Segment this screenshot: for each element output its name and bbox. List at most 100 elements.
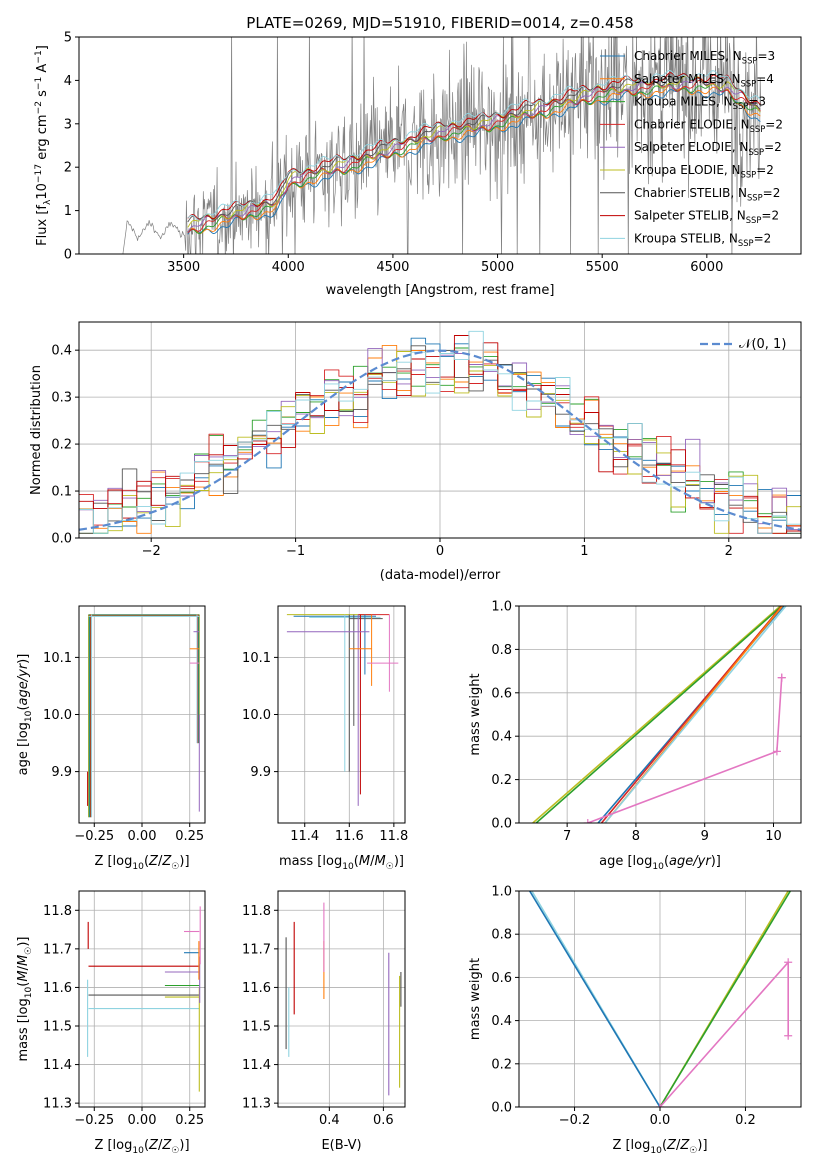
agemass-ytick-label: 9.9: [250, 765, 271, 780]
agez-axes: −0.25 0.00 0.25 9.9 10.0 10.1 Z [log10(Z/Z☉)] a…: [16, 605, 206, 872]
agez-ytick-label: 10.1: [43, 651, 72, 666]
agemass-xtick-label: 11.8: [379, 829, 408, 844]
cumage-marker: [777, 673, 786, 682]
agez-ylabel: age [log10(age/yr)]: [16, 654, 34, 776]
spectrum-ylabel: Flux [fλ10−17 erg cm−2 s−1 A−1]: [34, 45, 53, 246]
residuals-ytick-label: 0.3: [51, 391, 72, 406]
residuals-ylabel: Normed distribution: [29, 365, 44, 495]
massebv-ytick-label: 11.4: [242, 1058, 271, 1073]
massz-ytick-label: 11.8: [43, 904, 72, 919]
massebv-ytick-label: 11.3: [242, 1097, 271, 1112]
cumz-ytick-label: 0.6: [491, 971, 512, 986]
spectrum-ytick-label: 1: [64, 204, 72, 219]
agez-xtick-label: 0.00: [128, 829, 157, 844]
agez-ytick-label: 9.9: [51, 765, 72, 780]
cumage-ytick-label: 0.6: [491, 686, 512, 701]
spectrum-xtick-label: 4000: [272, 260, 305, 275]
cumage-line: [604, 606, 787, 823]
cumage-ytick-label: 0.0: [491, 817, 512, 832]
legend-item-7: Salpeter STELIB, NSSP=2: [634, 209, 779, 226]
massz-ytick-label: 11.3: [43, 1097, 72, 1112]
spectrum-frame: [78, 36, 802, 255]
cumz-line: [659, 961, 790, 1107]
legend-item-5: Kroupa ELODIE, NSSP=2: [634, 163, 774, 180]
spectrum-xtick-label: 6000: [690, 260, 723, 275]
massz-ytick-label: 11.7: [43, 942, 72, 957]
cumage-ylabel: mass weight: [468, 673, 483, 755]
legend-item-4: Salpeter ELODIE, NSSP=2: [634, 140, 782, 157]
cumage-axes: 7 8 9 10 0.0 0.2 0.4 0.6 0.8 1.0 age [log10(age/yr…: [468, 600, 802, 872]
cumz-xlabel: Z [log10(Z/Z☉)]: [612, 1138, 707, 1156]
spectrum-axes: 3500 4000 4500 5000 5500 6000 0 1 2 3 4 5 wavelength…: [34, 31, 802, 298]
residuals-xlabel: (data-model)/error: [380, 568, 501, 583]
massz-ytick-label: 11.6: [43, 981, 72, 996]
cumage-ytick-label: 0.2: [491, 773, 512, 788]
cumage-xtick-label: 10: [765, 829, 782, 844]
agez-xlabel: Z [log10(Z/Z☉)]: [94, 854, 189, 872]
massz-plot-area: [87, 906, 201, 1092]
cumage-frame: [518, 605, 802, 824]
cumz-marker: [656, 1103, 664, 1107]
cumage-xlabel: age [log10(age/yr)]: [599, 854, 721, 872]
agemass-xtick-label: 11.6: [335, 829, 364, 844]
massebv-ytick-label: 11.6: [242, 981, 271, 996]
spectrum-xtick-label: 3500: [167, 260, 200, 275]
residuals-xtick-label: −1: [286, 544, 305, 559]
legend-item-2: Kroupa MILES, NSSP=3: [634, 95, 766, 112]
massz-xtick-label: 0.25: [175, 1113, 204, 1128]
cumz-marker: [784, 958, 793, 967]
cumz-axes: −0.2 0.0 0.2 0.0 0.2 0.4 0.6 0.8 1.0 Z [log10(Z/Z…: [468, 885, 802, 1156]
spectrum-model-line: [187, 73, 761, 223]
cumage-xtick-label: 8: [632, 829, 640, 844]
massebv-plot-area: [285, 902, 402, 1096]
cumz-plot-area: [529, 891, 793, 1107]
legend-item-8: Kroupa STELIB, NSSP=2: [634, 231, 771, 248]
spectrum-data-line: [122, 37, 762, 254]
massz-axes: −0.25 0.00 0.25 11.3 11.4 11.5 11.6 11.7 11.8 Z […: [16, 890, 206, 1156]
cumage-plot-area: [532, 606, 787, 823]
cumage-xtick-label: 7: [563, 829, 571, 844]
spectrum-ytick-label: 3: [64, 117, 72, 132]
massz-ytick-label: 11.4: [43, 1058, 72, 1073]
spectrum-ytick-label: 0: [64, 248, 72, 263]
residuals-xtick-label: 1: [580, 544, 588, 559]
spectrum-xtick-label: 4500: [376, 260, 409, 275]
residuals-ytick-label: 0.0: [51, 532, 72, 547]
massebv-ytick-label: 11.7: [242, 942, 271, 957]
residuals-plot-area: [79, 330, 801, 534]
plot-layer: 3500 4000 4500 5000 5500 6000 0 1 2 3 4 5 wavelength…: [16, 31, 802, 1156]
cumage-line: [532, 606, 781, 823]
agez-ytick-label: 10.0: [43, 708, 72, 723]
agemass-xtick-label: 11.4: [290, 829, 319, 844]
cumage-ytick-label: 0.4: [491, 730, 512, 745]
spectrum-model-line: [187, 75, 761, 228]
agemass-axes: 11.4 11.6 11.8 9.9 10.0 10.1 mass [log10(M/M☉)…: [242, 605, 408, 872]
legend-item-1: Salpeter MILES, NSSP=4: [634, 72, 774, 89]
spectrum-xtick-label: 5000: [481, 260, 514, 275]
agez-xtick-label: 0.25: [175, 829, 204, 844]
residuals-xtick-label: 0: [436, 544, 444, 559]
spectrum-ytick-label: 2: [64, 161, 72, 176]
gaussian-curve: [79, 349, 801, 531]
residuals-ytick-label: 0.2: [51, 438, 72, 453]
agemass-xlabel: mass [log10(M/M☉)]: [279, 854, 404, 872]
legend-item-0: Chabrier MILES, NSSP=3: [634, 49, 775, 66]
cumage-marker: [583, 819, 592, 823]
massz-ylabel: mass [log10(M/M☉)]: [16, 937, 34, 1062]
spectrum-ytick-label: 4: [64, 74, 72, 89]
massebv-ytick-label: 11.5: [242, 1020, 271, 1035]
cumz-line: [659, 891, 791, 1107]
residuals-axes: −2 −1 0 1 2 0.0 0.1 0.2 0.3 0.4 (data-model)/error…: [29, 321, 802, 583]
cumage-xtick-label: 9: [701, 829, 709, 844]
cumz-marker: [784, 1031, 793, 1040]
residuals-xtick-label: 2: [725, 544, 733, 559]
massebv-xtick-label: 0.4: [319, 1113, 340, 1128]
spectrum-xtick-label: 5500: [586, 260, 619, 275]
massz-xlabel: Z [log10(Z/Z☉)]: [94, 1138, 189, 1156]
cumage-ytick-label: 1.0: [491, 600, 512, 615]
spectrum-xlabel: wavelength [Angstrom, rest frame]: [326, 283, 555, 298]
cumz-line: [529, 891, 661, 1107]
spectrum-ytick-label: 5: [64, 31, 72, 46]
spectrum-model-line: [187, 72, 761, 220]
